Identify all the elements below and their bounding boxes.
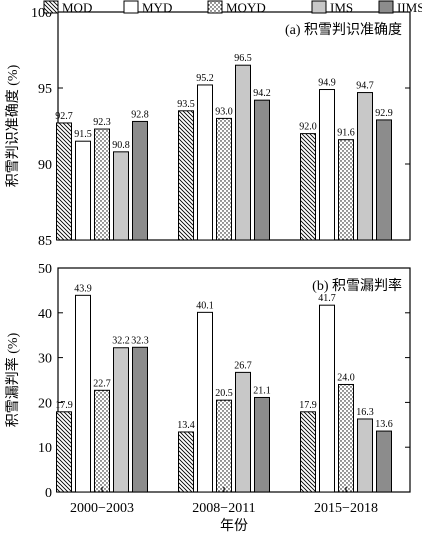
- data-label: 94.7: [356, 81, 374, 92]
- bar-iims: [254, 99, 270, 241]
- x-axis-label: 年份: [220, 518, 248, 534]
- bar-myd: [75, 294, 91, 493]
- bar-myd: [319, 89, 335, 241]
- bar-mod: [178, 110, 194, 241]
- data-label: 92.3: [93, 117, 111, 128]
- y-tick-label: 30: [38, 352, 52, 367]
- legend-label: MOYD: [226, 0, 266, 15]
- data-label: 40.1: [196, 300, 214, 311]
- panel-frame: [57, 267, 411, 493]
- y-tick-label: 20: [38, 396, 52, 411]
- bar-mod: [56, 122, 72, 241]
- legend-label: MOD: [62, 0, 92, 15]
- bar-ims: [235, 64, 251, 241]
- legend-label: IIMS: [397, 0, 422, 15]
- data-label: 92.7: [55, 111, 73, 122]
- data-label: 32.3: [131, 335, 149, 346]
- x-tick-label: 2015−2018: [314, 501, 378, 516]
- bar-ims: [357, 92, 373, 241]
- bar-ims: [235, 371, 251, 493]
- data-label: 96.5: [234, 53, 252, 64]
- bar-myd: [75, 140, 91, 241]
- data-label: 13.4: [177, 420, 195, 431]
- data-label: 93.0: [215, 106, 233, 117]
- bar-iims: [376, 430, 392, 493]
- legend-swatch-moyd: [207, 0, 223, 14]
- legend-label: IMS: [330, 0, 353, 15]
- legend-swatch-iims: [378, 0, 394, 14]
- y-tick-label: 0: [45, 486, 52, 501]
- y-tick-label: 85: [38, 234, 52, 249]
- data-label: 17.9: [299, 400, 317, 411]
- data-label: 13.6: [375, 419, 393, 430]
- bar-ims: [113, 347, 129, 493]
- bar-iims: [132, 346, 148, 493]
- bar-moyd: [94, 128, 110, 241]
- bar-myd: [319, 304, 335, 493]
- data-label: 26.7: [234, 360, 252, 371]
- y-tick-label: 95: [38, 82, 52, 97]
- y-tick-label: 10: [38, 441, 52, 456]
- data-label: 92.8: [131, 109, 149, 120]
- data-label: 92.0: [299, 122, 317, 133]
- data-label: 17.9: [55, 400, 73, 411]
- data-label: 43.9: [74, 283, 92, 294]
- bar-mod: [178, 431, 194, 493]
- bar-moyd: [94, 389, 110, 493]
- y-axis-label: 积雪判识准确度 (%): [5, 64, 21, 187]
- data-label: 93.5: [177, 99, 195, 110]
- data-label: 91.6: [337, 128, 355, 139]
- y-tick-label: 50: [38, 262, 52, 277]
- data-label: 92.9: [375, 108, 393, 119]
- bar-mod: [56, 411, 72, 493]
- bar-myd: [197, 84, 213, 241]
- data-label: 21.1: [253, 385, 271, 396]
- data-label: 90.8: [112, 140, 130, 151]
- panel-title: (b) 积雪漏判率: [312, 277, 402, 294]
- data-label: 94.9: [318, 78, 336, 89]
- legend-swatch-myd: [123, 0, 139, 14]
- data-label: 94.2: [253, 88, 271, 99]
- bar-myd: [197, 311, 213, 493]
- x-tick-label: 2000−2003: [70, 501, 134, 516]
- bar-moyd: [338, 383, 354, 493]
- data-label: 95.2: [196, 73, 214, 84]
- bar-ims: [113, 151, 129, 241]
- x-tick-label: 2008−2011: [192, 501, 255, 516]
- data-label: 16.3: [356, 407, 374, 418]
- legend-swatch-mod: [43, 0, 59, 14]
- bar-mod: [300, 133, 316, 241]
- data-label: 24.0: [337, 372, 355, 383]
- y-tick-label: 90: [38, 158, 52, 173]
- data-label: 32.2: [112, 336, 130, 347]
- bar-iims: [132, 120, 148, 241]
- bar-mod: [300, 411, 316, 493]
- y-axis-label: 积雪漏判率 (%): [4, 332, 21, 427]
- bar-ims: [357, 418, 373, 493]
- data-label: 20.5: [215, 388, 233, 399]
- legend-swatch-ims: [311, 0, 327, 14]
- data-label: 22.7: [93, 378, 111, 389]
- bar-moyd: [338, 139, 354, 241]
- bar-iims: [376, 119, 392, 241]
- bar-moyd: [216, 399, 232, 493]
- data-label: 91.5: [74, 129, 92, 140]
- bar-moyd: [216, 117, 232, 241]
- legend-label: MYD: [142, 0, 172, 15]
- bar-iims: [254, 396, 270, 493]
- data-label: 41.7: [318, 293, 336, 304]
- panel-title: (a) 积雪判识准确度: [285, 22, 402, 38]
- y-tick-label: 40: [38, 307, 52, 322]
